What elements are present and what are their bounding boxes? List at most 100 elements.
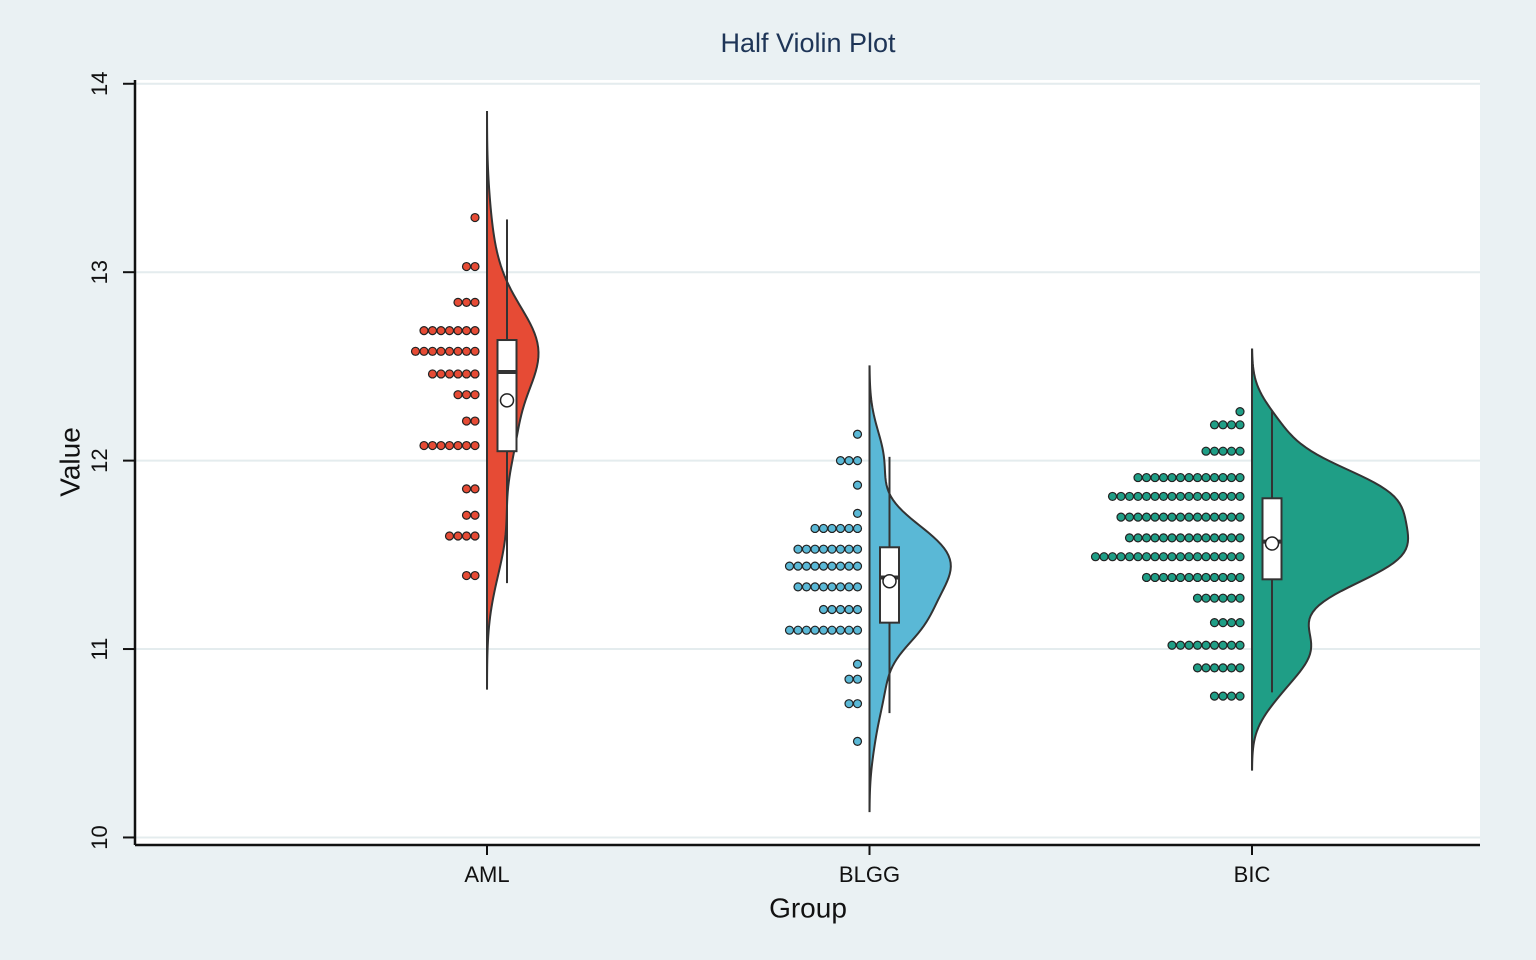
dot [1175, 640, 1186, 650]
dot [1218, 512, 1228, 522]
dot [1209, 691, 1220, 701]
dot [818, 582, 829, 592]
dot [1209, 533, 1220, 543]
dot [1192, 593, 1203, 603]
dot [1175, 472, 1186, 483]
dot [1133, 552, 1143, 562]
dot [1158, 512, 1169, 522]
dot [427, 440, 438, 451]
dot [1201, 491, 1211, 502]
dot [470, 510, 480, 520]
dot [1133, 533, 1143, 543]
dot [827, 582, 837, 592]
dot [1209, 618, 1220, 628]
dot [1158, 491, 1169, 502]
dot [1192, 533, 1203, 543]
dot [1201, 663, 1211, 673]
dot [444, 326, 455, 336]
dot [1235, 552, 1245, 562]
dot [1209, 572, 1220, 583]
dot [1167, 640, 1177, 650]
y-tick-label: 10 [87, 825, 112, 849]
dot [1235, 640, 1245, 650]
dot [453, 326, 463, 336]
dot [1218, 663, 1228, 673]
dot [1209, 446, 1220, 456]
dot [453, 531, 463, 541]
dot [1235, 420, 1245, 430]
dot [852, 582, 863, 592]
dot [444, 440, 455, 451]
dot [852, 508, 863, 518]
dot [461, 261, 472, 272]
dot [1226, 472, 1237, 483]
dot [1184, 512, 1194, 522]
dot [1235, 593, 1245, 603]
dot [444, 531, 455, 541]
dot [1158, 572, 1169, 583]
dot [1226, 593, 1237, 603]
dot [1141, 572, 1152, 583]
dot [1184, 533, 1194, 543]
x-axis-label: Group [769, 892, 847, 923]
dot [1226, 640, 1237, 650]
dot [461, 440, 472, 451]
dot [1150, 512, 1160, 522]
dot [436, 369, 446, 379]
dot [1218, 446, 1228, 456]
dot [1226, 691, 1237, 701]
dot [470, 484, 480, 494]
dot [1235, 663, 1245, 673]
dot [1141, 552, 1152, 562]
dot [1150, 552, 1160, 562]
dot [818, 544, 829, 554]
dot [1209, 640, 1220, 650]
dot [419, 326, 429, 336]
dot [810, 523, 820, 534]
dot [1226, 512, 1237, 522]
dot [1175, 491, 1186, 502]
dot [844, 523, 854, 534]
dot [470, 212, 480, 223]
dot [1209, 472, 1220, 483]
dot [1235, 446, 1245, 456]
dot [810, 625, 820, 635]
dot [444, 346, 455, 356]
dot [436, 440, 446, 451]
dot [436, 326, 446, 336]
y-tick-label: 13 [87, 260, 112, 284]
dot [1107, 491, 1118, 502]
dot [835, 523, 846, 534]
dot [852, 736, 863, 746]
dot [1167, 491, 1177, 502]
dot [1099, 552, 1109, 562]
dot [1218, 618, 1228, 628]
violin [868, 365, 952, 813]
dot [801, 561, 812, 571]
dot [1235, 533, 1245, 543]
dot [844, 699, 854, 709]
dot [1175, 533, 1186, 543]
violin [1251, 348, 1410, 771]
dot [461, 346, 472, 356]
dot [1218, 593, 1228, 603]
dot [427, 346, 438, 356]
dot [1158, 552, 1169, 562]
dot [827, 625, 837, 635]
dot [1133, 512, 1143, 522]
dot [1150, 533, 1160, 543]
dot [453, 440, 463, 451]
dot [1235, 512, 1245, 522]
dot [844, 561, 854, 571]
marks [410, 111, 1410, 813]
dot [461, 484, 472, 494]
dot [453, 390, 463, 400]
dot [427, 369, 438, 379]
dot [793, 582, 803, 592]
dot [793, 561, 803, 571]
dot [1184, 472, 1194, 483]
dot [793, 544, 803, 554]
x-tick-label: BIC [1234, 862, 1271, 887]
dot [784, 561, 795, 571]
